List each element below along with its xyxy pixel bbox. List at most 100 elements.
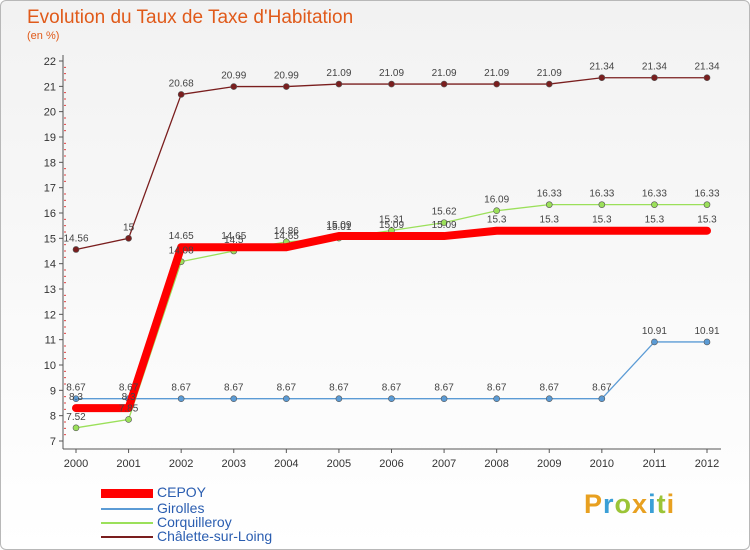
data-point <box>335 80 343 88</box>
data-point <box>125 235 132 242</box>
data-label: 16.33 <box>589 189 614 200</box>
y-tick-label: 19 <box>44 132 56 144</box>
data-label: 8.67 <box>277 383 297 394</box>
data-label: 15 <box>123 222 135 233</box>
data-label: 8.67 <box>224 383 244 394</box>
series-line-0 <box>72 226 711 413</box>
x-tick-label: 2012 <box>695 458 719 470</box>
data-point <box>440 219 448 226</box>
data-label: 8.3 <box>122 392 136 403</box>
legend-swatch <box>101 536 153 538</box>
data-label: 16.09 <box>484 195 509 206</box>
data-label: 15.3 <box>540 215 560 226</box>
data-point <box>283 395 290 402</box>
data-point <box>72 424 80 432</box>
data-label: 20.99 <box>274 71 299 82</box>
legend-label: Corquilleroy <box>157 514 232 530</box>
data-label: 8.67 <box>171 383 191 394</box>
data-point <box>283 83 290 90</box>
y-tick-label: 13 <box>44 284 56 296</box>
data-label-layer: 14.56 15 20.68 20.99 20.99 21.09 21.09 21.09 21.… <box>63 62 719 423</box>
data-label: 15.3 <box>592 215 612 226</box>
series-layer <box>72 74 711 432</box>
data-label: 16.33 <box>642 189 667 200</box>
data-point <box>493 80 500 88</box>
data-label: 8.67 <box>119 383 139 394</box>
x-tick-label: 2000 <box>64 458 88 470</box>
data-label: 10.91 <box>642 326 667 337</box>
data-label: 16.33 <box>694 189 719 200</box>
y-tick-label: 9 <box>50 385 56 397</box>
data-point <box>388 80 395 88</box>
legend-label: Girolles <box>157 500 205 516</box>
data-label: 14.08 <box>169 246 194 257</box>
data-point <box>651 338 658 346</box>
x-tick-label: 2001 <box>116 458 140 470</box>
chart-unit: (en %) <box>27 30 60 42</box>
legend-swatch <box>101 522 153 524</box>
x-tick-label: 2010 <box>590 458 614 470</box>
data-label: 21.09 <box>326 68 351 79</box>
data-point <box>545 201 553 208</box>
data-point <box>335 395 343 402</box>
x-tick-label: 2005 <box>327 458 351 470</box>
y-tick-label: 21 <box>44 81 56 93</box>
data-label: 14.5 <box>224 235 244 246</box>
data-point <box>703 338 711 346</box>
data-label: 20.99 <box>221 71 246 82</box>
x-tick-label: 2003 <box>222 458 246 470</box>
legend-label: CEPOY <box>157 484 207 500</box>
y-tick-label: 20 <box>44 107 56 119</box>
chart-title: Evolution du Taux de Taxe d'Habitation <box>27 7 354 28</box>
data-label: 8.67 <box>592 383 612 394</box>
data-label: 15.01 <box>326 222 351 233</box>
data-label: 8.3 <box>69 392 83 403</box>
data-point <box>703 74 711 82</box>
data-point <box>177 395 185 402</box>
x-tick-label: 2007 <box>432 458 456 470</box>
data-label: 20.68 <box>169 78 194 89</box>
data-label: 21.09 <box>432 68 457 79</box>
data-label: 7.85 <box>119 403 139 414</box>
data-point <box>72 246 80 253</box>
data-point <box>545 80 553 88</box>
data-label: 8.67 <box>329 383 349 394</box>
data-label: 14.65 <box>274 231 299 242</box>
y-tick-label: 22 <box>44 56 56 68</box>
data-label: 15.09 <box>326 220 351 231</box>
data-point <box>598 74 606 82</box>
data-point <box>493 395 500 402</box>
data-point <box>651 74 658 82</box>
data-point <box>388 395 395 402</box>
axes: 7 8 9 10 11 12 13 14 15 16 17 18 19 20 21 22 2000 2001 200… <box>44 55 721 470</box>
legend-label: Châlette-sur-Loing <box>157 528 273 544</box>
data-label: 10.91 <box>694 326 719 337</box>
y-tick-label: 7 <box>50 436 56 448</box>
data-label: 8.67 <box>66 383 86 394</box>
x-tick-label: 2011 <box>643 458 667 470</box>
data-label: 8.67 <box>434 383 454 394</box>
data-label: 21.34 <box>642 62 667 73</box>
data-label: 21.09 <box>379 68 404 79</box>
data-label: 15.09 <box>432 220 457 231</box>
data-point <box>545 395 553 402</box>
data-label: 21.09 <box>484 68 509 79</box>
data-point <box>598 201 606 208</box>
y-tick-label: 11 <box>45 335 56 347</box>
data-point <box>493 207 500 215</box>
x-tick-label: 2009 <box>537 458 561 470</box>
legend-swatch <box>101 508 153 510</box>
data-label: 15.62 <box>432 207 457 218</box>
data-label: 8.67 <box>540 383 560 394</box>
data-label: 7.52 <box>66 412 86 423</box>
x-tick-label: 2002 <box>169 458 193 470</box>
data-point <box>440 80 448 88</box>
y-tick-label: 14 <box>44 259 56 271</box>
data-point <box>440 395 448 402</box>
data-label: 21.34 <box>694 62 719 73</box>
data-label: 14.56 <box>63 233 88 244</box>
data-label: 21.34 <box>589 62 614 73</box>
data-point <box>598 395 606 402</box>
